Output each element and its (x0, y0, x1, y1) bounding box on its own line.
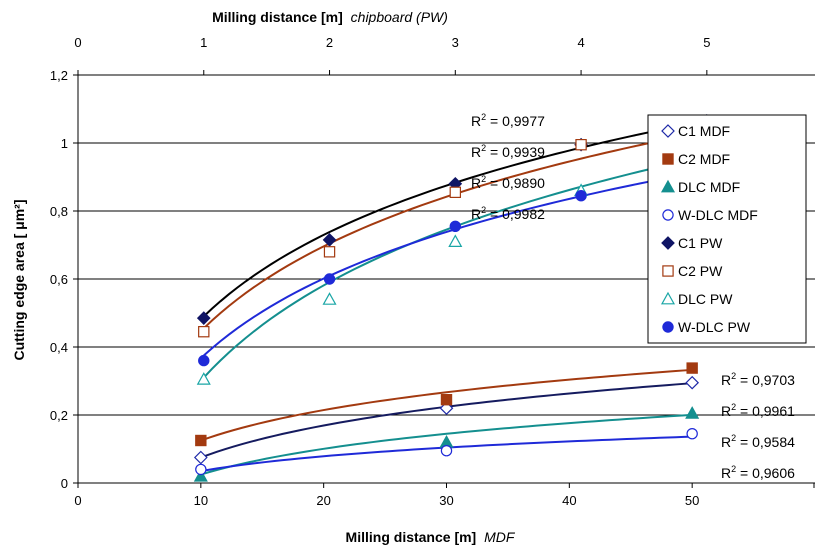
x-tick-label: 30 (439, 493, 453, 508)
data-point (686, 428, 698, 440)
data-point (661, 236, 675, 250)
y-axis-title: Cutting edge area [ μm²] (11, 199, 27, 360)
y-tick-label: 0,6 (50, 272, 68, 287)
data-point (323, 273, 336, 285)
data-point (196, 311, 211, 325)
trendlines (200, 119, 708, 476)
axes: 0 0,2 0,4 0,6 0,8 1 1,2 0 10 20 30 40 50 0 1 2 3 4 5 (50, 35, 815, 508)
legend-label: C1 MDF (678, 123, 730, 139)
data-point (685, 406, 700, 419)
legend-box (647, 114, 807, 344)
data-point (685, 375, 700, 390)
y-tick-label: 1,2 (50, 68, 68, 83)
y-tick-label: 0,2 (50, 408, 68, 423)
data-point (662, 153, 674, 165)
r-squared-label: R2 = 0,9939 (471, 143, 545, 160)
x-tick-label: 50 (685, 493, 699, 508)
top-tick-label: 2 (326, 35, 333, 50)
data-point (449, 220, 462, 232)
data-point (662, 321, 674, 333)
trendline (203, 119, 708, 318)
data-points (193, 114, 714, 482)
data-point (198, 354, 210, 367)
legend: C1 MDF C2 MDF DLC MDF W-DLC MDF C1 PW C2 PW DL… (647, 114, 807, 344)
top-tick-label: 4 (577, 35, 584, 50)
x-axis-title-main: Milling distance [m] (346, 529, 477, 545)
top-tick-label: 5 (703, 35, 710, 50)
data-point (440, 394, 453, 406)
legend-label: C2 MDF (678, 151, 730, 167)
r-squared-label: R2 = 0,9982 (471, 205, 545, 222)
top-axis-title-main: Milling distance [m] (212, 9, 343, 25)
top-tick-label: 3 (452, 35, 459, 50)
data-point (662, 209, 674, 221)
data-point (323, 246, 336, 258)
data-point (322, 233, 337, 247)
data-point (196, 372, 211, 385)
r-squared-annotations: R2 = 0,9977 R2 = 0,9939 R2 = 0,9890 R2 = 0,… (471, 112, 795, 481)
r-squared-label: R2 = 0,9961 (721, 402, 795, 419)
x-tick-label: 0 (74, 493, 81, 508)
data-point (662, 265, 674, 277)
data-point (448, 234, 463, 247)
legend-label: W-DLC PW (678, 319, 751, 335)
data-point (193, 450, 208, 465)
data-point (193, 468, 208, 482)
y-tick-label: 1 (61, 136, 68, 151)
top-axis-title: Milling distance [m] chipboard (PW) (212, 9, 448, 25)
legend-label: C1 PW (678, 235, 723, 251)
data-point (575, 189, 587, 202)
data-point (195, 434, 207, 447)
top-tick-label: 0 (74, 35, 81, 50)
y-tick-label: 0,8 (50, 204, 68, 219)
legend-label: C2 PW (678, 263, 723, 279)
data-point (686, 362, 698, 374)
x-tick-label: 20 (316, 493, 330, 508)
r-squared-label: R2 = 0,9977 (471, 112, 545, 129)
trendline (200, 368, 693, 442)
data-point (661, 124, 675, 138)
data-point (440, 445, 453, 457)
data-point (322, 292, 337, 305)
data-point (575, 139, 587, 151)
r-squared-label: R2 = 0,9606 (721, 464, 795, 481)
axis-titles: Milling distance [m] chipboard (PW) Mill… (11, 9, 516, 545)
data-point (660, 179, 676, 193)
data-point (198, 326, 210, 338)
legend-label: DLC PW (678, 291, 733, 307)
r-squared-label: R2 = 0,9584 (721, 433, 795, 450)
legend-label: W-DLC MDF (678, 207, 758, 223)
x-tick-label: 40 (562, 493, 576, 508)
y-tick-label: 0,4 (50, 340, 68, 355)
trendline (203, 169, 708, 357)
legend-label: DLC MDF (678, 179, 740, 195)
data-point (449, 186, 462, 198)
data-point (660, 291, 676, 305)
r-squared-label: R2 = 0,9703 (721, 371, 795, 388)
x-axis-title: Milling distance [m] MDF (346, 529, 516, 545)
top-tick-label: 1 (200, 35, 207, 50)
x-axis-title-unit: MDF (484, 529, 516, 545)
x-tick-label: 10 (194, 493, 208, 508)
trendline (200, 413, 693, 476)
r-squared-label: R2 = 0,9890 (471, 174, 545, 191)
y-tick-label: 0 (61, 476, 68, 491)
data-point (195, 463, 207, 476)
top-axis-title-unit: chipboard (PW) (351, 9, 448, 25)
